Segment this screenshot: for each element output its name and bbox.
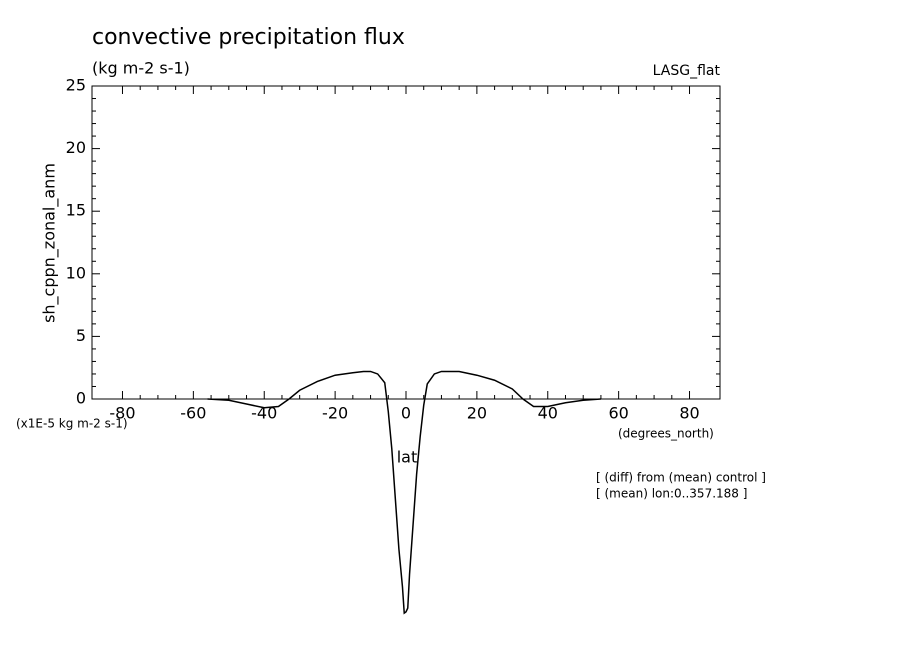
- plot-frame: [91, 85, 721, 400]
- y-units: (x1E-5 kg m-2 s-1): [16, 417, 128, 431]
- y-tick-label: 15: [66, 201, 86, 220]
- note: [ (diff) from (mean) control ]: [596, 471, 766, 485]
- x-tick-label: 40: [538, 404, 558, 423]
- y-tick-label: 5: [76, 326, 86, 345]
- chart-title: convective precipitation flux: [92, 25, 405, 50]
- x-tick-label: -80: [109, 404, 135, 423]
- x-tick-label: 20: [467, 404, 487, 423]
- x-tick-label: -40: [251, 404, 277, 423]
- x-tick-label: -60: [180, 404, 206, 423]
- x-tick-label: 0: [401, 404, 411, 423]
- dataset-label: LASG_flat: [653, 63, 721, 79]
- note: [ (mean) lon:0..357.188 ]: [596, 487, 747, 501]
- data-line: [207, 370, 601, 615]
- x-tick-label: 80: [679, 404, 699, 423]
- x-axis-label: lat: [397, 448, 418, 467]
- y-tick-label: 20: [66, 138, 86, 157]
- subtitle: (kg m-2 s-1): [92, 59, 190, 78]
- y-tick-label: 25: [66, 76, 86, 95]
- y-tick-label: 10: [66, 263, 86, 282]
- x-units: (degrees_north): [618, 427, 714, 441]
- y-tick-label: 0: [76, 389, 86, 408]
- y-axis-label: sh_cppn_zonal_anm: [40, 163, 60, 323]
- x-tick-label: -20: [322, 404, 348, 423]
- x-tick-label: 60: [608, 404, 628, 423]
